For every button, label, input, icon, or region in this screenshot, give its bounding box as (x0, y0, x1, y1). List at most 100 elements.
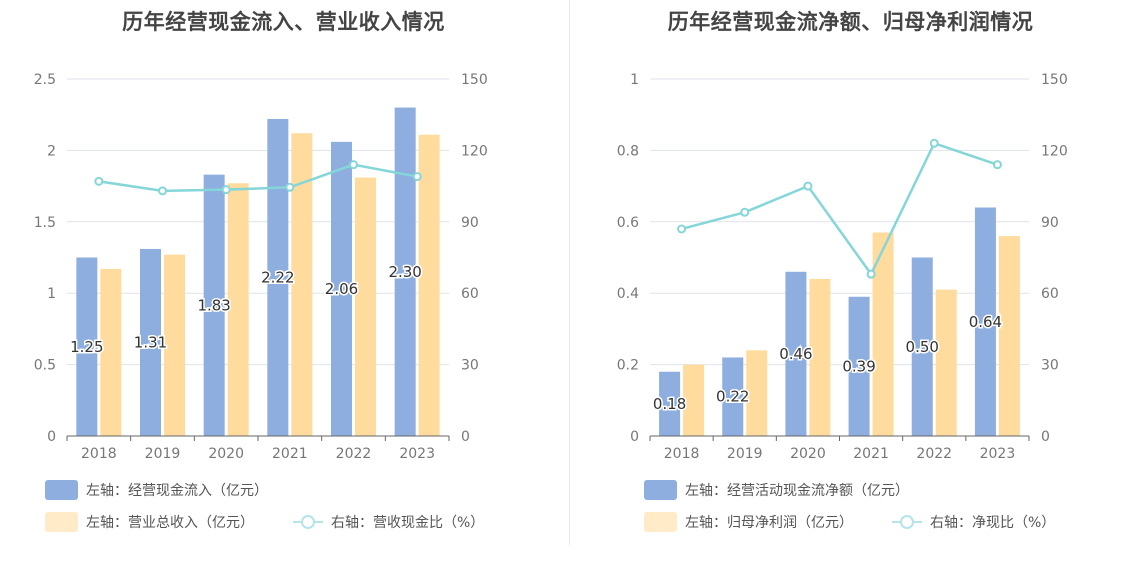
line-point (412, 172, 422, 182)
chart-title: 历年经营现金流入、营业收入情况 (122, 10, 445, 34)
bar-series1 (203, 174, 225, 436)
bar-series1 (974, 207, 996, 436)
x-tick-label: 2022 (336, 446, 372, 462)
data-label: 2.06 (325, 280, 358, 298)
legend-item-bar2[interactable]: 左轴：归母净利润（亿元） (644, 512, 853, 532)
bar-series2 (418, 134, 440, 436)
data-label: 0.64 (969, 313, 1002, 331)
y-right-tick-label: 60 (1041, 286, 1059, 302)
legend-label: 左轴：经营活动现金流净额（亿元） (685, 483, 909, 499)
line-point (158, 186, 167, 196)
line-point (285, 182, 295, 192)
bar-series1 (76, 257, 98, 436)
legend-swatch (644, 512, 677, 532)
legend-line-icon (293, 512, 323, 532)
chart-panel-left: 历年经营现金流入、营业收入情况 0 0.5 1 1.5 2 2.5 0 30 60 90 120 15… (34, 10, 488, 532)
x-tick-label: 2018 (81, 446, 117, 462)
legend-swatch (644, 480, 677, 500)
bar-series2 (809, 278, 831, 436)
bar-series2 (998, 236, 1020, 436)
y-left-tick-label: 0 (630, 429, 639, 445)
bar-series2 (872, 232, 894, 436)
legend-label: 右轴：营收现金比（%） (331, 515, 485, 531)
bar-series1 (331, 141, 352, 436)
y-left-tick-label: 1.5 (34, 215, 56, 231)
legend-swatch (45, 480, 78, 500)
bar-series2 (935, 289, 957, 436)
bar-series2 (355, 177, 376, 437)
line-point (94, 176, 104, 186)
x-tick-label: 2018 (664, 446, 700, 462)
data-label: 0.18 (653, 395, 686, 413)
y-right-tick-label: 0 (1041, 429, 1050, 445)
y-left-tick-label: 0 (47, 429, 56, 445)
data-label: 0.46 (779, 345, 812, 363)
legend-label: 左轴：归母净利润（亿元） (685, 515, 853, 531)
legend-label: 左轴：营业总收入（亿元） (86, 515, 254, 531)
y-left-tick-label: 0.2 (617, 358, 639, 374)
legend-item-line[interactable]: 右轴：营收现金比（%） (293, 512, 484, 532)
data-label: 1.83 (197, 296, 230, 314)
data-label: 2.22 (261, 268, 294, 286)
y-right-tick-label: 120 (461, 143, 488, 159)
y-left-tick-label: 1 (630, 72, 639, 88)
bar-series1 (394, 107, 416, 436)
bar-series1 (911, 257, 933, 436)
x-tick-label: 2020 (790, 446, 826, 462)
data-label: 2.30 (388, 263, 421, 281)
x-tick-label: 2023 (980, 446, 1016, 462)
legend-item-line[interactable]: 右轴：净现比（%） (892, 512, 1055, 532)
legend-swatch (45, 512, 78, 532)
x-tick-label: 2019 (145, 446, 181, 462)
chart-panel-right: 历年经营现金流净额、归母净利润情况 0 0.2 0.4 0.6 0.8 1 0 30 60 90 1… (567, 0, 1134, 582)
y-left-tick-label: 1 (47, 286, 56, 302)
line-point (677, 224, 687, 234)
line-point (740, 207, 750, 217)
bar-series2 (683, 364, 705, 436)
bar-series2 (746, 350, 768, 436)
line-point (929, 138, 939, 148)
legend-label: 右轴：净现比（%） (930, 515, 1056, 531)
line-point (803, 181, 813, 191)
x-tick-label: 2023 (399, 446, 435, 462)
y-right-tick-label: 150 (1041, 72, 1068, 88)
x-tick-label: 2022 (916, 446, 952, 462)
x-tick-label: 2021 (853, 446, 889, 462)
chart-title: 历年经营现金流净额、归母净利润情况 (667, 10, 1034, 34)
y-right-tick-label: 90 (461, 215, 479, 231)
data-label: 1.25 (70, 338, 103, 356)
bar-series1 (267, 118, 289, 436)
line-point (866, 269, 876, 279)
y-left-tick-label: 0.4 (617, 286, 639, 302)
line-point (221, 185, 231, 195)
line-point (992, 160, 1002, 170)
line-point (349, 160, 358, 170)
y-right-tick-label: 30 (1041, 358, 1059, 374)
legend-label: 左轴：经营现金流入（亿元） (86, 483, 268, 499)
y-right-tick-label: 30 (461, 358, 479, 374)
bar-series1 (140, 248, 161, 436)
y-right-tick-label: 150 (461, 72, 488, 88)
bar-series2 (100, 268, 122, 436)
y-left-tick-label: 2 (47, 143, 56, 159)
bar-series1 (785, 271, 807, 436)
panel-divider (569, 0, 570, 545)
legend-item-bar1[interactable]: 左轴：经营活动现金流净额（亿元） (644, 480, 909, 500)
bar-series2 (164, 254, 185, 436)
bar-series1 (659, 371, 681, 436)
y-right-tick-label: 90 (1041, 215, 1059, 231)
line-series (98, 163, 418, 193)
chart-plot: 0 0.2 0.4 0.6 0.8 1 0 30 60 90 120 150 2018 2019 2020 2… (617, 72, 1068, 462)
bar-series2 (291, 133, 313, 437)
bar-series1 (848, 296, 870, 436)
bar-series2 (227, 183, 249, 436)
x-tick-label: 2019 (727, 446, 763, 462)
legend-item-bar1[interactable]: 左轴：经营现金流入（亿元） (45, 480, 268, 500)
x-tick-label: 2020 (208, 446, 244, 462)
legend-item-bar2[interactable]: 左轴：营业总收入（亿元） (45, 512, 254, 532)
y-left-tick-label: 0.6 (617, 215, 639, 231)
data-label: 1.31 (134, 333, 167, 351)
y-left-tick-label: 0.8 (617, 143, 639, 159)
bar-series1 (722, 357, 744, 436)
y-left-tick-label: 2.5 (34, 72, 56, 88)
